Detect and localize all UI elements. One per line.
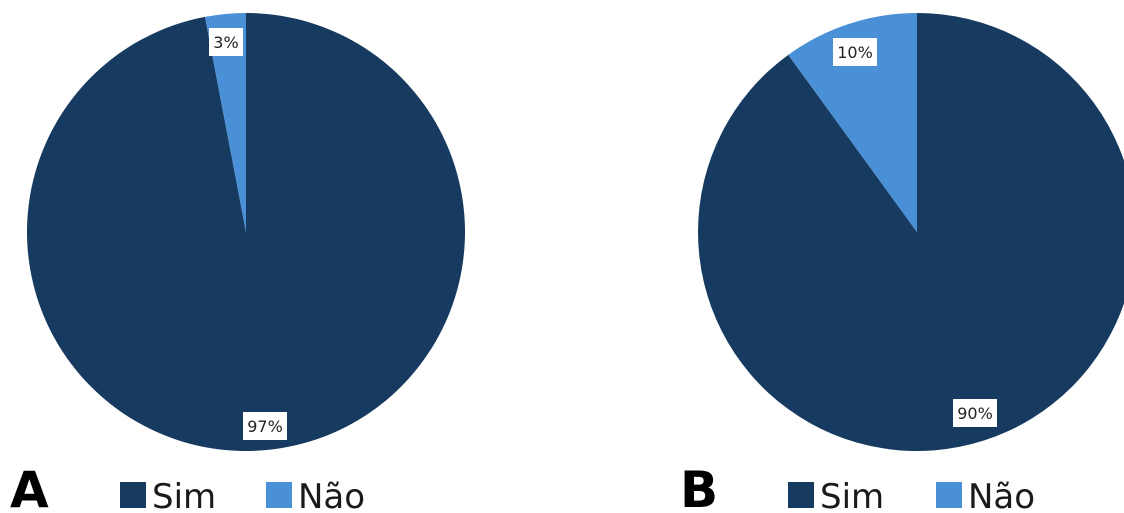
data-label-box — [243, 412, 287, 440]
panel-letter-b: B — [680, 461, 718, 513]
data-label-box — [833, 38, 877, 66]
pie-slice-sim-b — [698, 13, 1124, 451]
pie-slice-sim-a — [27, 13, 466, 452]
data-label-sim-a: 97% — [243, 412, 287, 440]
data-label-box — [953, 399, 997, 427]
data-label-box — [209, 28, 243, 56]
legend-swatch-nao-a — [266, 482, 292, 508]
pie-chart-a: 97% 3% A Sim Não — [10, 13, 466, 513]
data-label-sim-b: 90% — [953, 399, 997, 427]
data-label-nao-a: 3% — [209, 28, 243, 56]
legend-label-nao-a: Não — [298, 477, 365, 513]
data-label-text: 10% — [837, 43, 873, 62]
panel-letter-a: A — [10, 461, 49, 513]
data-label-nao-b: 10% — [833, 38, 877, 66]
data-label-text: 90% — [957, 404, 993, 423]
legend-swatch-sim-a — [120, 482, 146, 508]
data-label-text: 3% — [213, 33, 238, 52]
legend-label-sim-b: Sim — [820, 477, 884, 513]
data-labels-a: 97% 3% — [209, 28, 287, 440]
legend-swatch-sim-b — [788, 482, 814, 508]
legend-label-sim-a: Sim — [152, 477, 216, 513]
data-label-text: 97% — [247, 417, 283, 436]
data-labels-b: 90% 10% — [833, 38, 997, 427]
pie-slice-nao-b — [788, 13, 917, 232]
pie-slices-a — [27, 13, 466, 452]
pie-slices-b — [698, 13, 1124, 451]
legend-a: Sim Não — [120, 477, 365, 513]
pie-slice-nao-a — [204, 13, 246, 232]
legend-b: Sim Não — [788, 477, 1035, 513]
legend-label-nao-b: Não — [968, 477, 1035, 513]
pie-chart-b: 90% 10% B Sim Não — [680, 13, 1124, 513]
legend-swatch-nao-b — [936, 482, 962, 508]
